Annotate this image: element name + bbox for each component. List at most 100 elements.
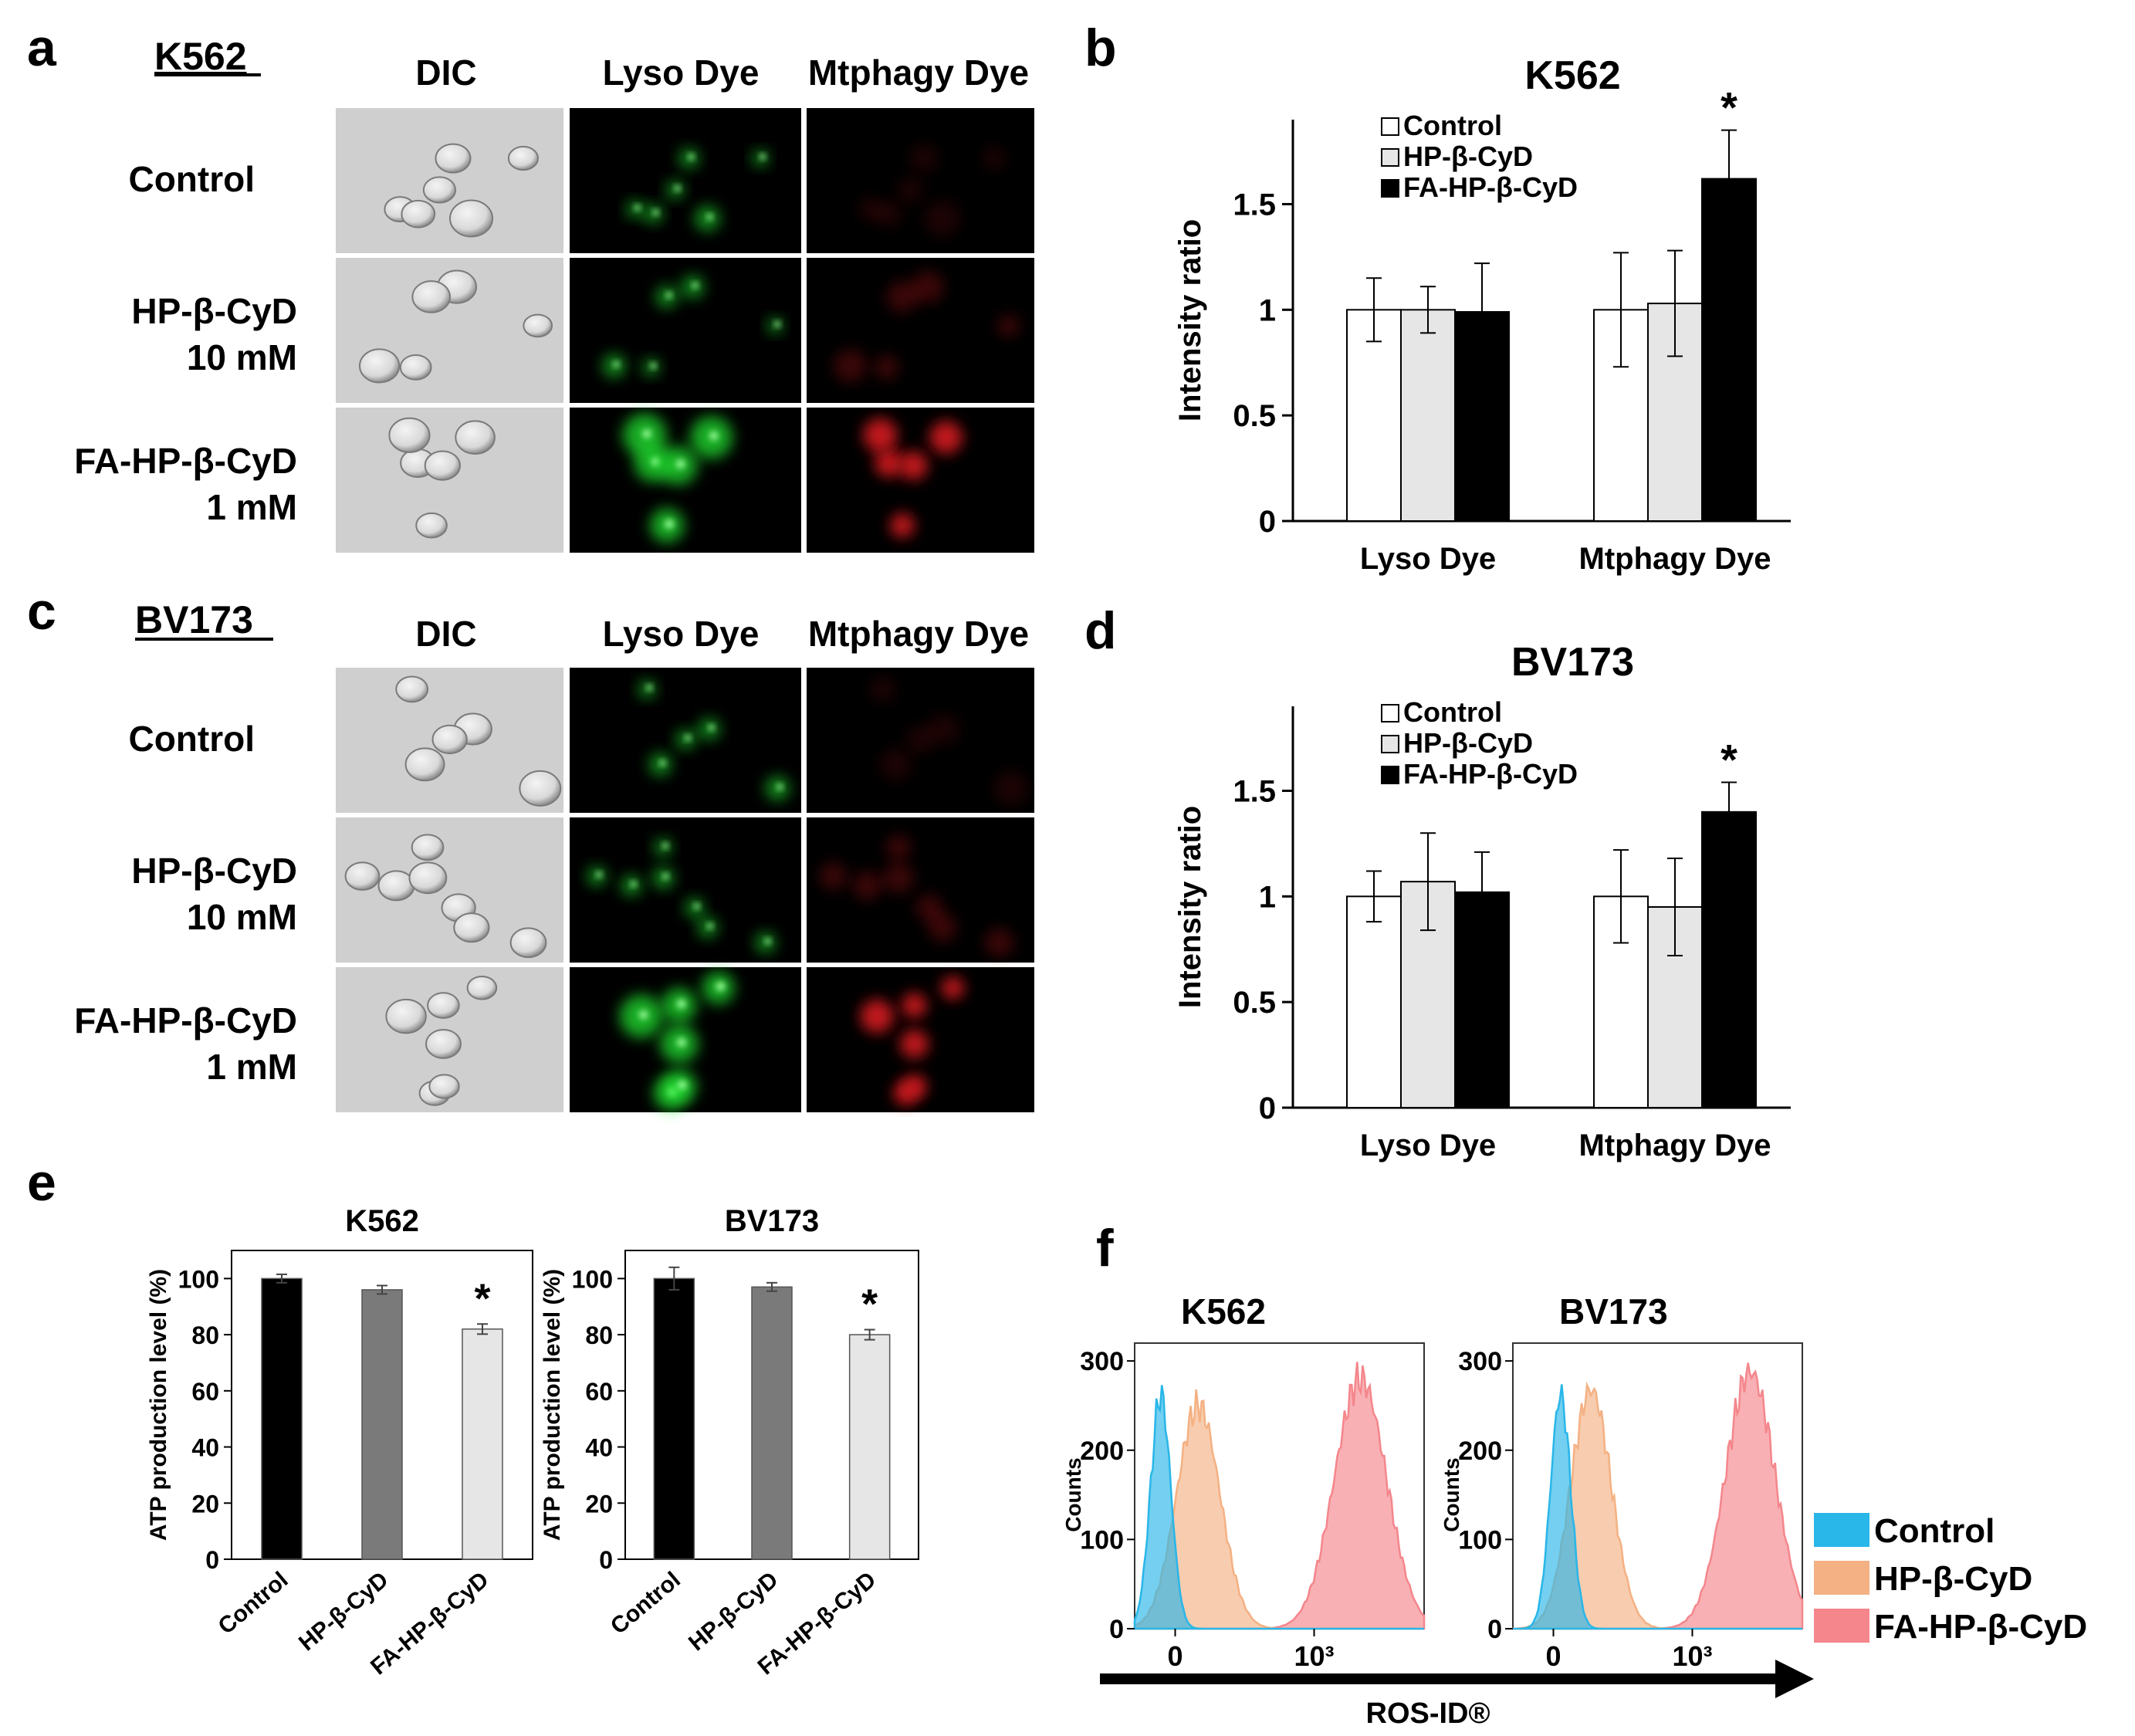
y-tick-label: 300 — [1080, 1347, 1124, 1376]
column-header: Mtphagy Dye — [808, 52, 1029, 93]
legend-label: FA-HP-β-CyD — [1403, 758, 1578, 790]
row-label: FA-HP-β-CyD — [74, 441, 297, 481]
mito-signal — [997, 314, 1020, 337]
mito-signal — [984, 928, 1014, 958]
lyso-spot — [638, 1010, 648, 1020]
mito-signal — [879, 748, 912, 781]
cell — [411, 280, 452, 313]
significance-asterisk: * — [1721, 736, 1737, 784]
mito-signal — [924, 200, 961, 237]
y-axis-label: Intensity ratio — [1173, 219, 1207, 421]
dic-image — [336, 258, 563, 403]
y-tick-label: 1 — [1259, 880, 1276, 914]
legend-swatch — [1381, 148, 1399, 167]
column-header: Lyso Dye — [603, 614, 760, 654]
category-label: Mtphagy Dye — [1579, 542, 1771, 576]
category-label: Lyso Dye — [1360, 542, 1496, 576]
cell-line-label-c: BV173 — [135, 598, 253, 641]
legend-swatch — [1814, 1561, 1869, 1595]
bar-hp-cyd — [751, 1286, 793, 1560]
image-background — [336, 408, 563, 553]
y-tick-label: 0 — [1259, 1091, 1276, 1125]
mito-signal — [834, 349, 868, 383]
row-label-dose: 10 mM — [187, 897, 297, 937]
y-tick-label: 200 — [1080, 1437, 1124, 1466]
cell — [399, 354, 432, 381]
lyso-spot — [596, 871, 603, 878]
cell — [455, 420, 496, 455]
y-tick-label: 0 — [1109, 1615, 1124, 1644]
category-label: Lyso Dye — [1360, 1129, 1496, 1162]
mito-signal — [900, 1029, 929, 1058]
bar-fa-hp-cyd — [462, 1328, 503, 1560]
chart-title: K562 — [1524, 53, 1620, 98]
lyso-spot — [693, 903, 700, 910]
mitophagy-image — [807, 408, 1034, 553]
bar-fa-hp-cyd — [1701, 810, 1757, 1109]
cell — [431, 724, 468, 755]
lyso-spot — [777, 783, 783, 790]
row-label-dose: 10 mM — [187, 337, 297, 377]
y-tick-label: 0 — [599, 1546, 613, 1574]
mito-signal — [860, 999, 894, 1034]
column-header: DIC — [415, 52, 476, 93]
category-label: Mtphagy Dye — [1579, 1129, 1771, 1162]
flow-x-axis-label: ROS-ID® — [1366, 1697, 1490, 1730]
cell — [415, 512, 448, 539]
lyso-spot — [676, 1037, 686, 1047]
cell — [404, 747, 445, 782]
y-tick-label: 0 — [205, 1546, 219, 1574]
chart-title: BV173 — [1511, 640, 1634, 685]
bar-hp-cyd — [1400, 309, 1456, 522]
cell — [359, 348, 401, 384]
lyso-spot — [630, 881, 637, 888]
mito-signal — [875, 448, 903, 478]
mito-signal — [993, 770, 1029, 806]
row-label: Control — [128, 159, 255, 199]
panel-letter-d: d — [1084, 601, 1117, 660]
y-axis-label: Counts — [1061, 1457, 1085, 1531]
lyso-spot — [650, 362, 657, 369]
significance-asterisk: * — [1721, 83, 1737, 132]
mito-signal — [909, 144, 939, 173]
y-tick-label: 20 — [191, 1490, 219, 1518]
y-tick-label: 1.5 — [1233, 188, 1276, 222]
lyso-spot — [646, 684, 653, 691]
chart-title: K562 — [345, 1204, 419, 1238]
mito-signal — [903, 1074, 927, 1098]
image-background — [570, 108, 801, 253]
cell — [435, 143, 472, 174]
legend-label: HP-β-CyD — [1403, 140, 1533, 172]
legend-swatch — [1381, 704, 1399, 722]
lyso-spot — [662, 842, 669, 849]
y-tick-label: 60 — [585, 1378, 613, 1406]
cell — [385, 998, 427, 1034]
row-label: HP-β-CyD — [131, 291, 297, 331]
y-tick-label: 80 — [585, 1321, 613, 1349]
lyso-spot — [677, 1080, 687, 1090]
mito-signal — [870, 676, 896, 702]
y-tick-label: 0 — [1259, 505, 1276, 539]
y-axis-label: Counts — [1440, 1457, 1463, 1531]
cell — [388, 417, 431, 453]
x-tick-label: 10³ — [1672, 1640, 1712, 1672]
ros-axis-arrow — [1100, 1660, 1814, 1698]
lyso-spot — [662, 873, 669, 880]
bar-control — [1346, 895, 1402, 1108]
mito-signal — [819, 862, 848, 890]
mitophagy-image — [807, 668, 1034, 813]
panel-letter-e: e — [27, 1153, 56, 1212]
legend-label: Control — [1874, 1512, 1995, 1550]
y-tick-label: 1 — [1259, 293, 1276, 327]
histogram-control — [1513, 1384, 1802, 1630]
category-label: Control — [214, 1567, 293, 1640]
legend-swatch — [1381, 117, 1399, 136]
y-tick-label: 0.5 — [1233, 986, 1276, 1020]
lyso-spot — [774, 320, 781, 327]
y-tick-label: 1.5 — [1233, 774, 1276, 808]
cell — [449, 199, 494, 238]
lyso-spot — [675, 459, 685, 469]
y-tick-label: 0 — [1487, 1615, 1502, 1644]
cell — [466, 975, 498, 1000]
